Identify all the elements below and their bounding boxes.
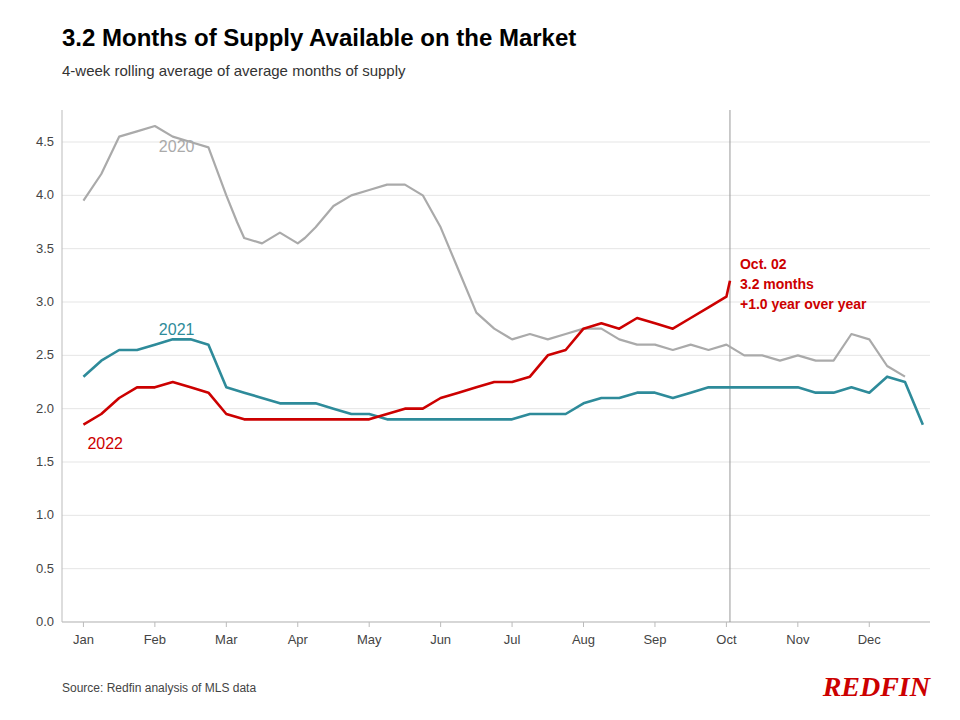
y-axis-line: [62, 110, 63, 622]
x-tick: [726, 622, 727, 627]
series-line: [83, 126, 905, 377]
x-tick-label: Oct: [716, 632, 737, 647]
y-tick-label: 3.5: [36, 241, 54, 256]
annotation: Oct. 023.2 months+1.0 year over year: [740, 256, 867, 312]
x-tick-label: Dec: [858, 632, 882, 647]
y-tick-label: 1.0: [36, 507, 54, 522]
x-tick-label: Sep: [643, 632, 666, 647]
source: Source: Redfin analysis of MLS data: [62, 681, 256, 695]
grid: [62, 142, 930, 622]
y-tick-label: 0.0: [36, 614, 54, 629]
grid-line: [62, 195, 930, 196]
y-tick-label: 1.5: [36, 454, 54, 469]
y-tick-label: 4.5: [36, 134, 54, 149]
series-line: [83, 281, 730, 425]
x-tick-label: Nov: [786, 632, 810, 647]
x-tick-label: Jul: [504, 632, 521, 647]
grid-line: [62, 622, 930, 623]
y-tick-label: 4.0: [36, 187, 54, 202]
plot-area: [83, 110, 922, 622]
x-tick: [583, 622, 584, 627]
x-tick-label: Apr: [288, 632, 309, 647]
series-label: 2020: [159, 138, 195, 155]
x-tick: [654, 622, 655, 627]
grid-line: [62, 248, 930, 249]
grid-line: [62, 568, 930, 569]
x-tick: [869, 622, 870, 627]
x-tick-label: Feb: [144, 632, 166, 647]
x-tick-label: Aug: [572, 632, 595, 647]
x-tick: [154, 622, 155, 627]
x-tick: [369, 622, 370, 627]
y-tick-label: 3.0: [36, 294, 54, 309]
x-axis-line: [62, 622, 930, 623]
logo: REDFIN: [822, 671, 932, 702]
x-tick: [797, 622, 798, 627]
x-tick-label: Jan: [73, 632, 94, 647]
series-label: 2021: [159, 321, 195, 338]
x-tick-label: Mar: [215, 632, 238, 647]
grid-line: [62, 408, 930, 409]
x-tick: [83, 622, 84, 627]
x-tick: [226, 622, 227, 627]
x-tick-label: May: [357, 632, 382, 647]
y-tick-label: 2.5: [36, 347, 54, 362]
x-tick: [440, 622, 441, 627]
y-tick-label: 0.5: [36, 561, 54, 576]
subtitle: 4-week rolling average of average months…: [62, 62, 406, 79]
grid-line: [62, 515, 930, 516]
grid-line: [62, 462, 930, 463]
series-label: 2022: [87, 435, 123, 452]
y-tick-label: 2.0: [36, 401, 54, 416]
x-tick: [512, 622, 513, 627]
x-tick: [297, 622, 298, 627]
reference-line: [729, 110, 730, 622]
title: 3.2 Months of Supply Available on the Ma…: [62, 24, 576, 51]
chart: 3.2 Months of Supply Available on the Ma…: [0, 0, 960, 720]
x-tick-label: Jun: [430, 632, 451, 647]
